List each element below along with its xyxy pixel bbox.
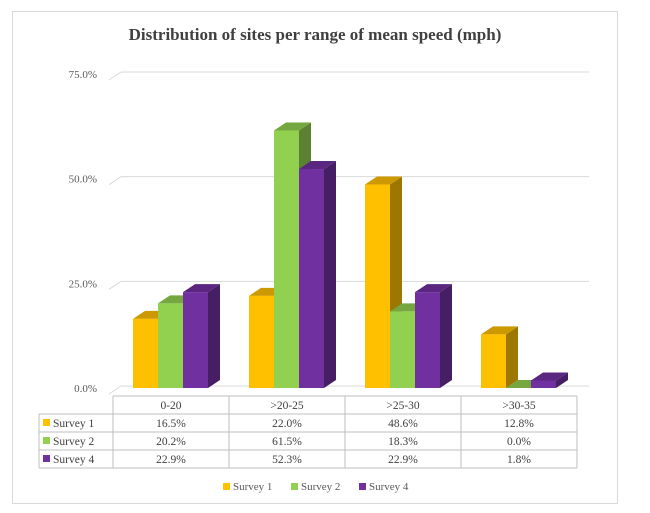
table-series-name: Survey 1 [53, 418, 94, 430]
bar-front [390, 311, 415, 388]
bar-front [158, 303, 183, 388]
bar-front [299, 169, 324, 388]
bar-top [183, 284, 220, 293]
data-label: 61.5% [272, 436, 302, 448]
bar-top [274, 122, 311, 131]
bar-side [208, 284, 220, 388]
legend-label: Survey 2 [301, 481, 340, 493]
y-tick-label: 25.0% [69, 278, 97, 290]
data-label: 22.9% [388, 454, 418, 466]
gridline-diag [108, 176, 122, 186]
table-series-name: Survey 2 [53, 436, 94, 448]
x-category-label: >20-25 [270, 400, 304, 412]
chart-svg: Distribution of sites per range of mean … [38, 25, 589, 493]
bar-front [133, 318, 158, 388]
x-category-label: 0-20 [160, 400, 181, 412]
data-label: 22.9% [156, 454, 186, 466]
gridline-diag [108, 71, 122, 81]
data-label: 18.3% [388, 436, 418, 448]
bar-top [415, 284, 452, 293]
bar-front [531, 380, 556, 388]
bar-side [440, 284, 452, 388]
bar-front [365, 184, 390, 388]
bar [183, 284, 220, 388]
data-label: 16.5% [156, 418, 186, 430]
data-label: 1.8% [507, 454, 531, 466]
y-tick-label: 75.0% [69, 69, 97, 81]
bar-front [249, 295, 274, 388]
legend-key [359, 483, 366, 490]
bar-front [415, 292, 440, 388]
bar [299, 161, 336, 388]
chart-frame: Distribution of sites per range of mean … [12, 11, 618, 504]
bar-top [481, 326, 518, 335]
legend-label: Survey 1 [233, 481, 272, 493]
bar-side [506, 326, 518, 388]
table-series-name: Survey 4 [53, 454, 94, 466]
gridline-diag [108, 280, 122, 290]
data-label: 48.6% [388, 418, 418, 430]
data-label: 12.8% [504, 418, 534, 430]
bar [415, 284, 452, 388]
chart-title: Distribution of sites per range of mean … [129, 25, 502, 44]
legend-key [291, 483, 298, 490]
data-label: 20.2% [156, 436, 186, 448]
x-category-label: >30-35 [502, 400, 536, 412]
legend-label: Survey 4 [369, 481, 409, 493]
gridline-diag [108, 385, 122, 395]
data-label: 52.3% [272, 454, 302, 466]
table-legend-key [43, 419, 50, 426]
bar-top [531, 372, 568, 381]
data-label: 0.0% [507, 436, 531, 448]
bar [481, 326, 518, 388]
legend-key [223, 483, 230, 490]
bar-front [183, 292, 208, 388]
x-category-label: >25-30 [386, 400, 420, 412]
y-axis-ticks: 0.0% 25.0% 50.0% 75.0% [69, 69, 97, 395]
legend: Survey 1 Survey 2 Survey 4 [223, 481, 409, 493]
bar-front [481, 334, 506, 388]
bar-side [324, 161, 336, 388]
y-tick-label: 0.0% [74, 383, 97, 395]
bar-side [556, 372, 568, 388]
table-legend-key [43, 455, 50, 462]
table-legend-key [43, 437, 50, 444]
y-tick-label: 50.0% [69, 174, 97, 186]
bar-top [365, 176, 402, 185]
bars [133, 122, 568, 389]
data-label: 22.0% [272, 418, 302, 430]
bar-top [299, 161, 336, 170]
data-table: 0-20 >20-25 >25-30 >30-35 Survey 1 16.5% 22.0%… [38, 395, 578, 469]
bar-front [274, 130, 299, 388]
bar [531, 372, 568, 388]
